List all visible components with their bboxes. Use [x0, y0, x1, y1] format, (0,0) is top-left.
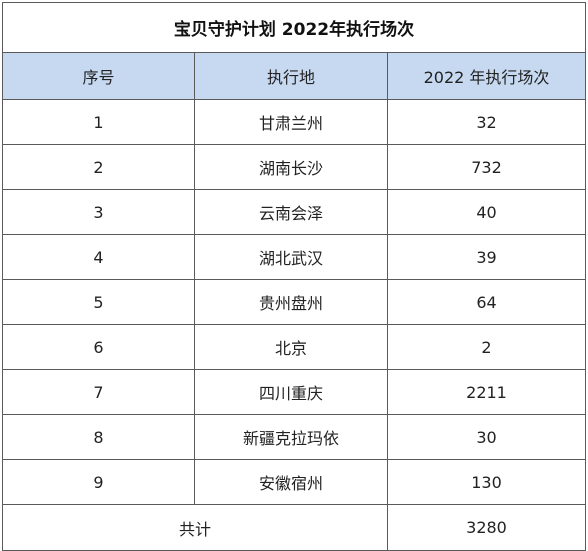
total-label: 共计	[2, 504, 388, 551]
row-count: 2211	[386, 369, 587, 415]
table-title: 宝贝守护计划 2022年执行场次	[1, 2, 587, 53]
row-index: 1	[2, 99, 195, 145]
row-index: 2	[2, 144, 195, 190]
total-row: 共计 3280	[2, 504, 587, 551]
row-location: 新疆克拉玛依	[194, 414, 388, 460]
table-row: 2 湖南长沙 732	[2, 144, 587, 190]
row-count: 64	[386, 279, 587, 325]
row-location: 云南会泽	[194, 189, 388, 235]
header-index: 序号	[2, 52, 195, 100]
row-index: 6	[2, 324, 195, 370]
table-row: 6 北京 2	[2, 324, 587, 370]
row-count: 39	[386, 234, 587, 280]
header-row: 序号 执行地 2022 年执行场次	[2, 52, 587, 100]
table-row: 3 云南会泽 40	[2, 189, 587, 235]
row-count: 40	[386, 189, 587, 235]
row-count: 130	[386, 459, 587, 505]
title-row: 宝贝守护计划 2022年执行场次	[1, 2, 587, 53]
row-index: 8	[2, 414, 195, 460]
table-row: 5 贵州盘州 64	[2, 279, 587, 325]
row-index: 5	[2, 279, 195, 325]
table-row: 4 湖北武汉 39	[2, 234, 587, 280]
header-location: 执行地	[194, 52, 388, 100]
row-location: 湖南长沙	[194, 144, 388, 190]
row-location: 贵州盘州	[194, 279, 388, 325]
row-count: 30	[386, 414, 587, 460]
row-count: 732	[386, 144, 587, 190]
table-row: 7 四川重庆 2211	[2, 369, 587, 415]
row-location: 四川重庆	[194, 369, 388, 415]
total-count: 3280	[386, 504, 587, 551]
table-row: 1 甘肃兰州 32	[2, 99, 587, 145]
row-index: 3	[2, 189, 195, 235]
row-index: 9	[2, 459, 195, 505]
row-index: 7	[2, 369, 195, 415]
row-index: 4	[2, 234, 195, 280]
row-location: 安徽宿州	[194, 459, 388, 505]
row-count: 32	[386, 99, 587, 145]
table-row: 9 安徽宿州 130	[2, 459, 587, 505]
row-location: 北京	[194, 324, 388, 370]
header-count: 2022 年执行场次	[386, 52, 587, 100]
row-location: 湖北武汉	[194, 234, 388, 280]
table-row: 8 新疆克拉玛依 30	[2, 414, 587, 460]
row-location: 甘肃兰州	[194, 99, 388, 145]
row-count: 2	[386, 324, 587, 370]
